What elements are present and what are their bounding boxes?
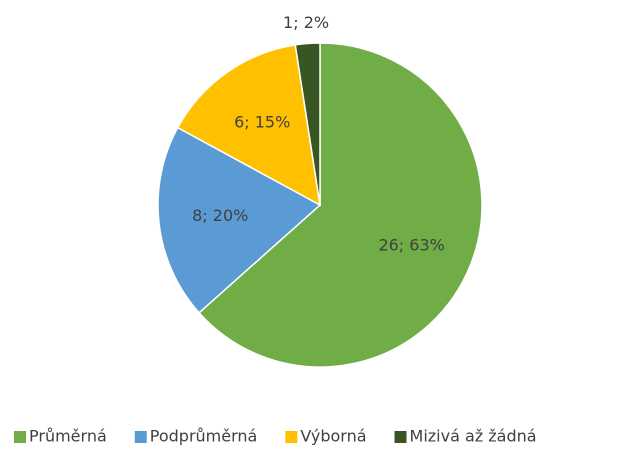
legend-label: Průměrná [29, 427, 107, 446]
pie-slice [197, 42, 483, 368]
pie-slice [176, 44, 321, 207]
pie-slice [294, 42, 321, 206]
data-label: 26; 63% [378, 236, 444, 255]
legend-label: Mizivá až žádná [410, 427, 537, 446]
legend-swatch [14, 431, 26, 443]
legend-swatch [394, 431, 407, 443]
legend-swatch [285, 431, 298, 443]
legend-swatch [134, 431, 147, 443]
pie-slice [157, 126, 322, 314]
data-label: 1; 2% [283, 13, 329, 32]
legend-label: Výborná [300, 427, 366, 446]
data-label: 6; 15% [234, 112, 290, 131]
legend-label: Podprůměrná [150, 427, 258, 446]
data-label: 8; 20% [192, 206, 248, 225]
